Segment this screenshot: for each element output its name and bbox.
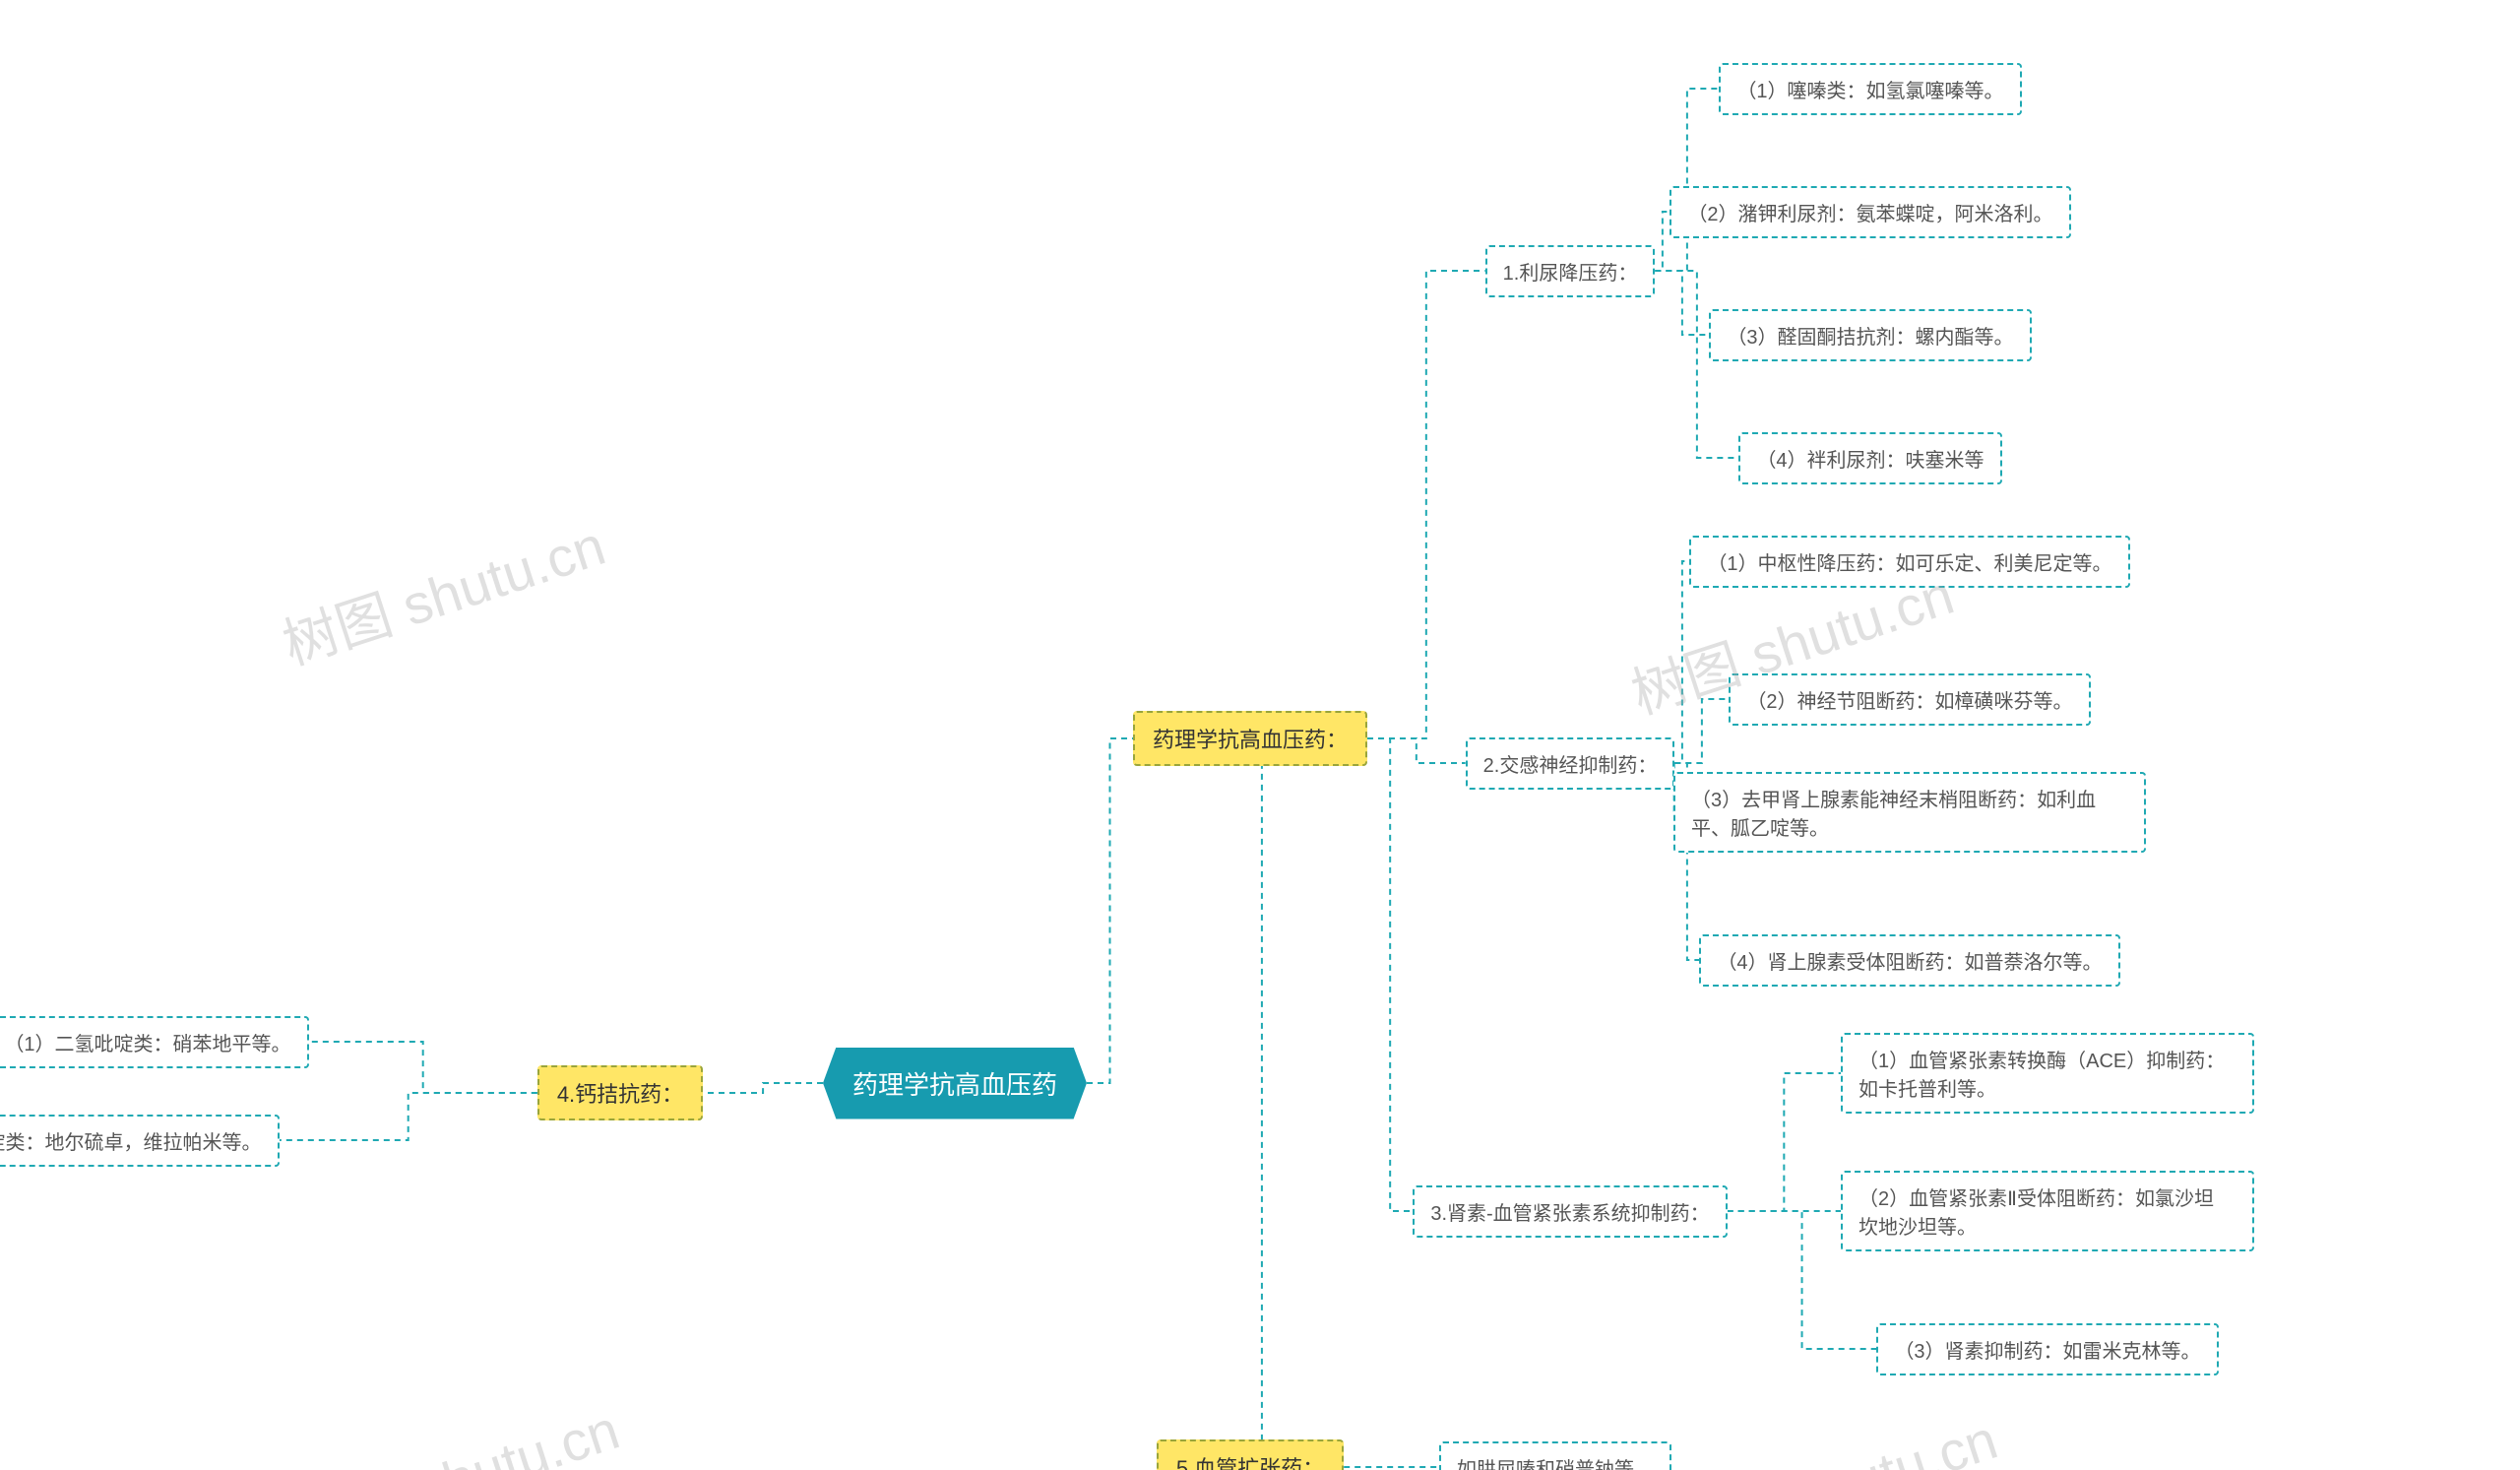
cat1-leaf-0: （1）噻嗪类：如氢氯噻嗪等。 [1719,63,2021,115]
cat2-node: 2.交感神经抑制药： [1466,737,1675,790]
cat3-leaf-2: （3）肾素抑制药：如雷米克林等。 [1876,1323,2218,1375]
cat4-leaf-1: （2）非二氢吡啶类：地尔硫卓，维拉帕米等。 [0,1115,280,1167]
cat5-leaf-0: 如肼屈嗪和硝普钠等。 [1439,1441,1671,1470]
cat4-leaf-0: （1）二氢吡啶类：硝苯地平等。 [0,1016,309,1068]
cat3-label: 3.肾素-血管紧张素系统抑制药： [1430,1203,1709,1225]
watermark-text: 树图 shutu.cn [276,514,612,676]
cat3-leaf-1: （2）血管紧张素Ⅱ受体阻断药：如氯沙坦 坎地沙坦等。 [1841,1171,2254,1251]
watermark: shutu.cn [1787,1407,2004,1470]
cat1-leaf-1-label: （2）潴钾利尿剂：氨苯蝶啶，阿米洛利。 [1687,204,2052,225]
cat5-leaf-0-label: 如肼屈嗪和硝普钠等。 [1457,1459,1654,1470]
right-main-label: 药理学抗高血压药： [1153,728,1348,752]
cat3-node: 3.肾素-血管紧张素系统抑制药： [1413,1185,1727,1238]
watermark: shutu.cn [409,1397,626,1470]
cat2-leaf-0: （1）中枢性降压药：如可乐定、利美尼定等。 [1689,536,2129,588]
cat5-node: 5.血管扩张药： [1157,1439,1344,1470]
watermark-text: shutu.cn [1787,1408,2004,1470]
cat1-leaf-3-label: （4）袢利尿剂：呋塞米等 [1756,450,1984,472]
cat3-leaf-0-label: （1）血管紧张素转换酶（ACE）抑制药：如卡托普利等。 [1858,1051,2225,1101]
watermark: 树图 shutu.cn [272,502,614,681]
cat3-leaf-1-label: （2）血管紧张素Ⅱ受体阻断药：如氯沙坦 坎地沙坦等。 [1858,1188,2214,1239]
cat4-label: 4.钙拮抗药： [557,1082,683,1107]
cat3-leaf-0: （1）血管紧张素转换酶（ACE）抑制药：如卡托普利等。 [1841,1033,2254,1114]
root-label: 药理学抗高血压药 [852,1070,1057,1100]
watermark-text: shutu.cn [409,1398,626,1470]
root-node: 药理学抗高血压药 [823,1048,1087,1119]
cat2-leaf-3-label: （4）肾上腺素受体阻断药：如普萘洛尔等。 [1717,952,2102,974]
cat1-leaf-2: （3）醛固酮拮抗剂：螺内酯等。 [1709,309,2031,361]
cat2-leaf-1: （2）神经节阻断药：如樟磺咪芬等。 [1729,673,2090,726]
cat3-leaf-2-label: （3）肾素抑制药：如雷米克林等。 [1894,1341,2200,1363]
cat1-label: 1.利尿降压药： [1503,263,1638,285]
cat1-leaf-2-label: （3）醛固酮拮抗剂：螺内酯等。 [1727,327,2013,349]
cat2-leaf-0-label: （1）中枢性降压药：如可乐定、利美尼定等。 [1707,553,2111,575]
cat4-node: 4.钙拮抗药： [537,1065,703,1120]
cat1-leaf-1: （2）潴钾利尿剂：氨苯蝶啶，阿米洛利。 [1670,186,2070,238]
cat1-node: 1.利尿降压药： [1485,245,1656,297]
cat1-leaf-3: （4）袢利尿剂：呋塞米等 [1738,432,2001,484]
cat2-leaf-3: （4）肾上腺素受体阻断药：如普萘洛尔等。 [1699,934,2119,987]
cat5-label: 5.血管扩张药： [1176,1456,1324,1470]
cat4-leaf-0-label: （1）二氢吡啶类：硝苯地平等。 [4,1034,290,1055]
cat4-leaf-1-label: （2）非二氢吡啶类：地尔硫卓，维拉帕米等。 [0,1132,262,1154]
cat2-leaf-2: （3）去甲肾上腺素能神经末梢阻断药：如利血平、胍乙啶等。 [1673,772,2146,853]
cat2-leaf-1-label: （2）神经节阻断药：如樟磺咪芬等。 [1746,691,2072,713]
cat2-leaf-2-label: （3）去甲肾上腺素能神经末梢阻断药：如利血平、胍乙啶等。 [1691,790,2096,840]
cat2-label: 2.交感神经抑制药： [1483,755,1658,777]
mindmap-canvas: 药理学抗高血压药 药理学抗高血压药： 4.钙拮抗药： （1）二氢吡啶类：硝苯地平… [0,0,2520,1470]
right-main-node: 药理学抗高血压药： [1133,711,1367,766]
cat1-leaf-0-label: （1）噻嗪类：如氢氯噻嗪等。 [1736,81,2003,102]
